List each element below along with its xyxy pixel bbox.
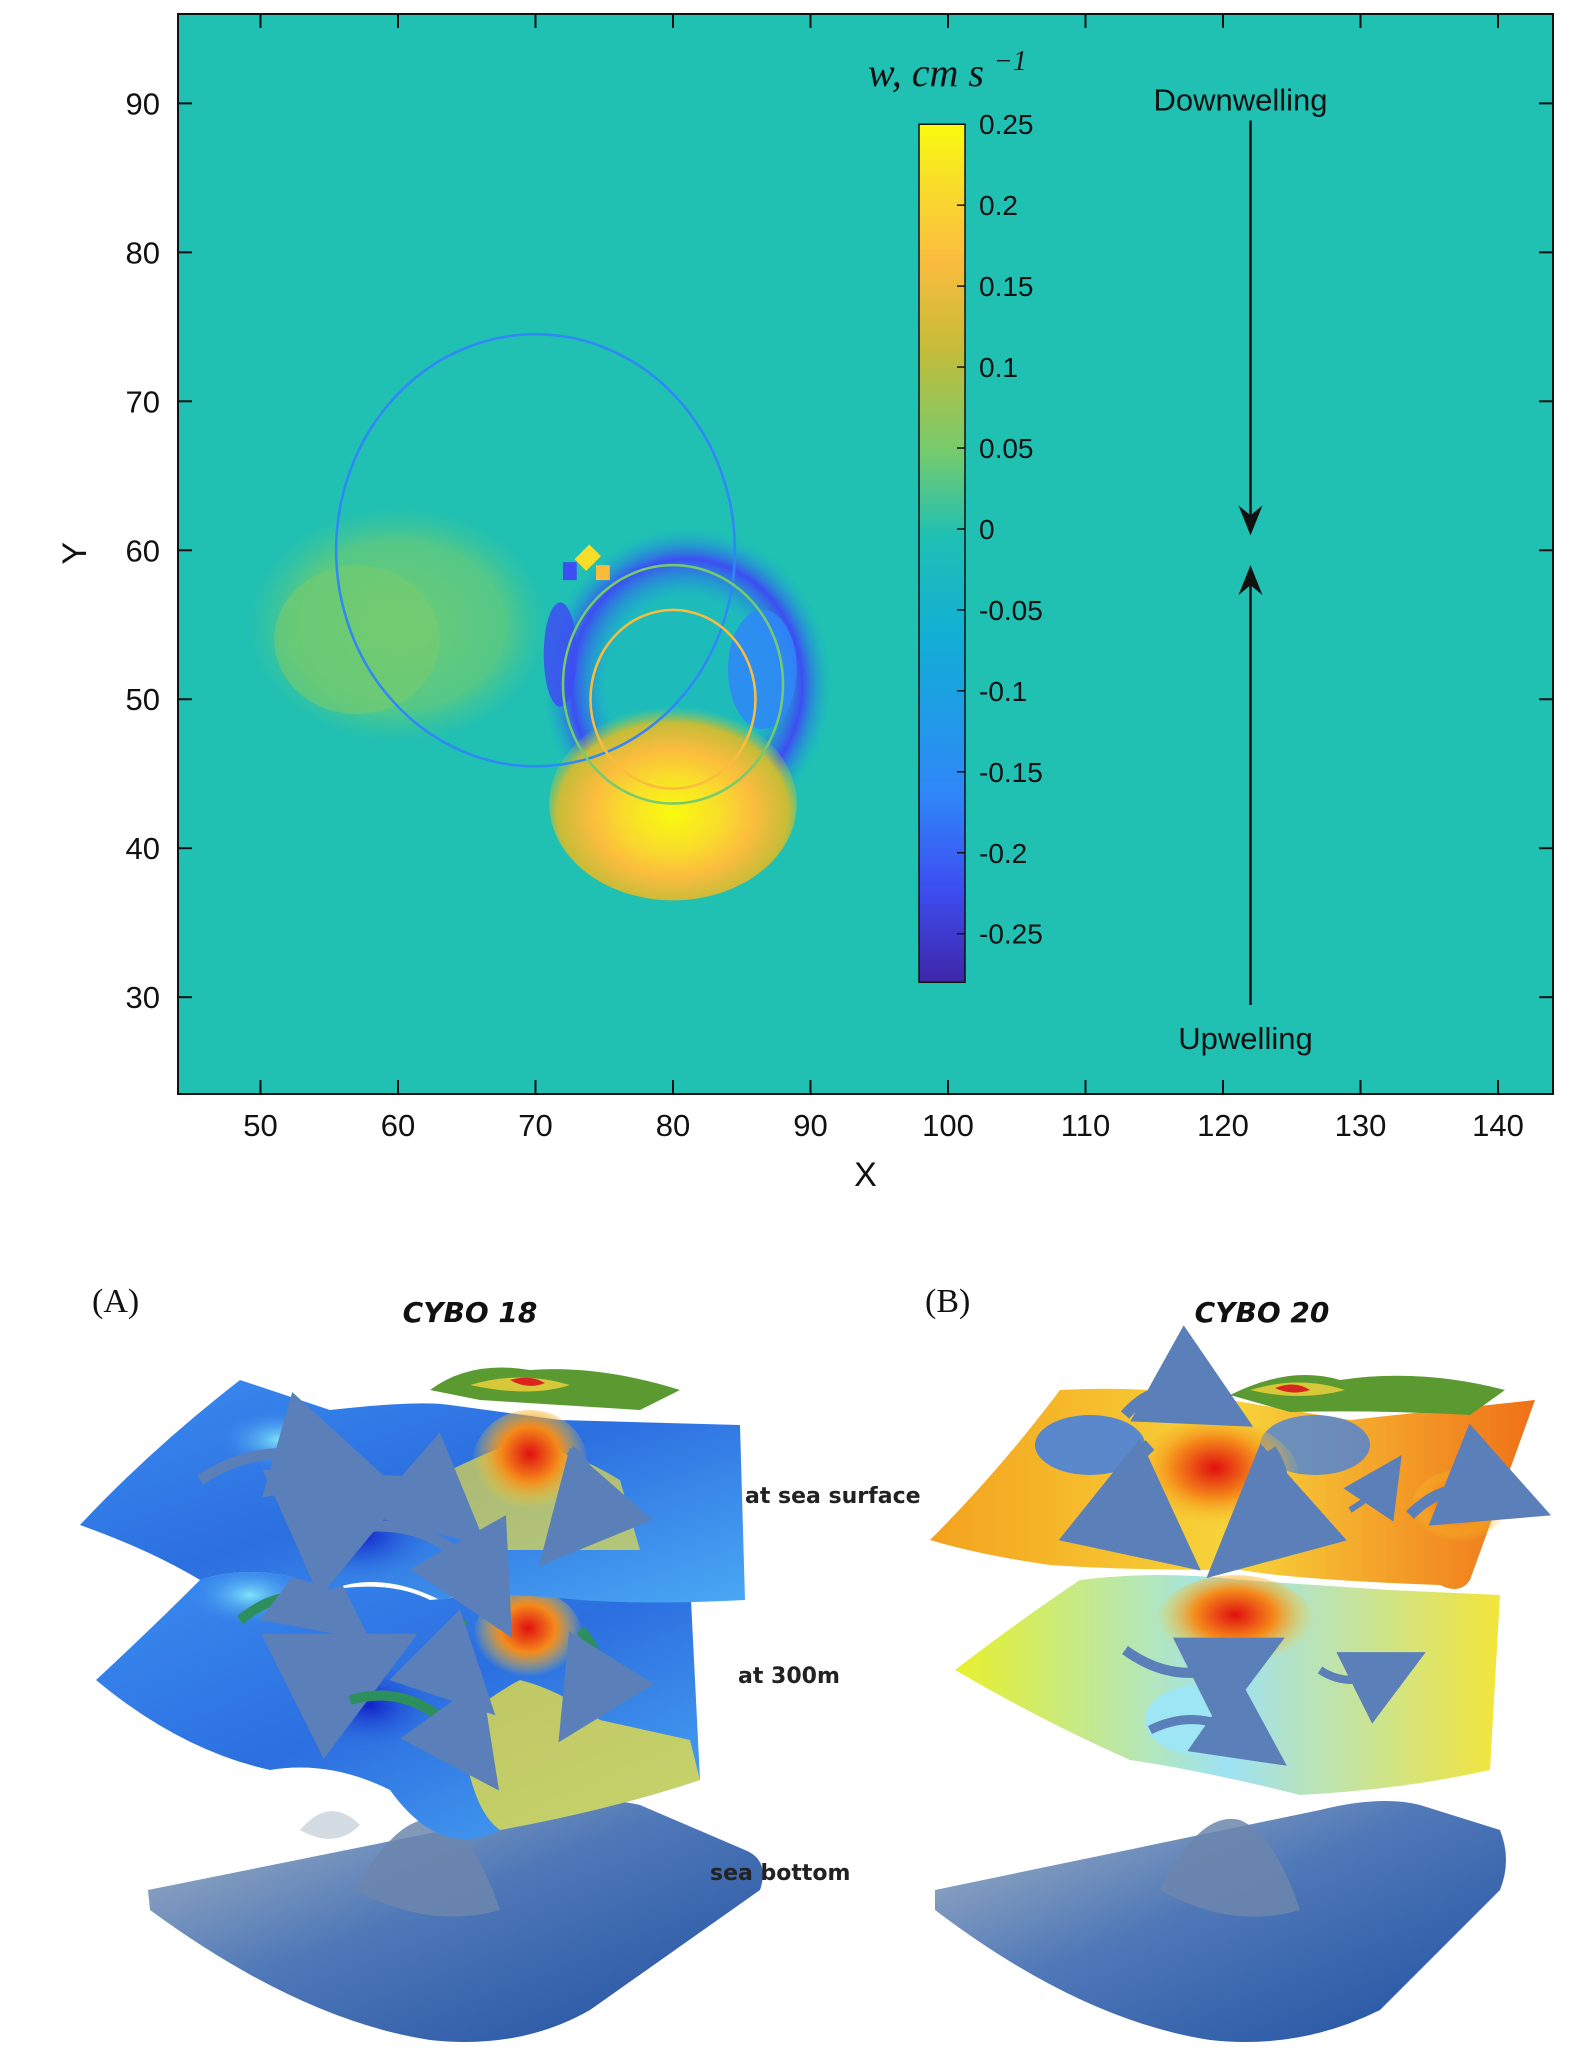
colorbar-tick-label: -0.25 (979, 919, 1043, 950)
plot-frame (177, 13, 1554, 1095)
x-tick-label: 110 (1061, 1108, 1110, 1143)
colorbar-title-text: w, cm s (868, 50, 984, 95)
axes: 50 60 70 80 90 100 110 120 130 140 30 40 50 60 70 80 90 (126, 13, 1554, 1143)
y-tick-label: 80 (126, 235, 160, 270)
panel-a-layer-300m: at 300m (96, 1540, 840, 1839)
heatmap-region-north-negative (329, 225, 771, 543)
heatmap-features (246, 225, 832, 901)
colorbar-tick-label: 0.15 (979, 271, 1034, 302)
colorbar-bar (918, 123, 966, 984)
contour-2 (561, 563, 785, 805)
colorbar-tick-label: -0.15 (979, 757, 1043, 788)
x-axis-label: X (854, 1156, 877, 1194)
contour-3 (589, 608, 757, 790)
x-tick-label: 60 (381, 1108, 415, 1143)
y-tick-label: 50 (126, 682, 160, 717)
velocity-heatmap-figure: 50 60 70 80 90 100 110 120 130 14030405060708090 … (56, 13, 1554, 1194)
x-tick-label: 80 (656, 1108, 690, 1143)
upwelling-label: Upwelling (1178, 1021, 1312, 1056)
colorbar-tick-label: -0.2 (979, 838, 1027, 869)
y-tick-label: 30 (126, 980, 160, 1015)
heatmap-region-dipole-mid (596, 565, 610, 581)
y-axis-label: Y (56, 542, 94, 565)
x-tick-label: 90 (793, 1108, 827, 1143)
y-tick-label: 90 (126, 86, 160, 121)
colorbar-title: w, cm s −1 (868, 46, 1027, 95)
x-tick-label: 50 (243, 1108, 277, 1143)
heatmap-region-west-negative-strip (543, 602, 577, 707)
panel-b-layer-surface (930, 1325, 1552, 1589)
layer-label-sea-bottom: sea bottom (710, 1861, 850, 1886)
x-tick-label: 130 (1335, 1108, 1387, 1143)
panel-b: (B) CYBO 20 (925, 1283, 1552, 2042)
panel-a-layer-surface: at sea surface (80, 1367, 921, 1638)
y-tick-label: 60 (126, 533, 160, 568)
colorbar: 0.25 0.2 0.15 0.1 0.05 0 -0.05 -0.1 -0.15 -0.2 -0.… (918, 109, 1043, 984)
contour-1 (334, 333, 737, 768)
colorbar-title-exponent: −1 (994, 46, 1027, 77)
panel-b-letter: (B) (925, 1283, 970, 1320)
panel-a-sea-bottom: sea bottom (148, 1801, 850, 2042)
x-tick-label: 100 (922, 1108, 974, 1143)
upwelling-arrow-head (1238, 565, 1263, 596)
panel-a: (A) CYBO 18 sea bottom at 300m (80, 1283, 921, 2042)
schematic-panels: (A) CYBO 18 sea bottom at 300m (80, 1283, 1552, 2042)
colorbar-tick-label: 0.05 (979, 433, 1034, 464)
layer-label-300m: at 300m (738, 1664, 840, 1689)
heatmap-region-dipole-positive (574, 544, 601, 571)
colorbar-tick-label: 0.2 (979, 190, 1018, 221)
x-tick-label: 140 (1472, 1108, 1524, 1143)
y-tick-label: 70 (126, 384, 160, 419)
colorbar-tick-label: -0.05 (979, 595, 1043, 626)
y-tick-label: 40 (126, 831, 160, 866)
downwelling-label: Downwelling (1153, 82, 1327, 117)
panel-a-title: CYBO 18 (403, 1296, 538, 1329)
panel-a-letter: (A) (92, 1283, 139, 1320)
downwelling-arrow-head (1238, 505, 1263, 536)
panel-b-sea-bottom (935, 1801, 1506, 2042)
panel-b-title: CYBO 20 (1195, 1296, 1330, 1329)
layer-label-sea-surface: at sea surface (745, 1484, 921, 1509)
colorbar-tick-label: -0.1 (979, 676, 1027, 707)
heatmap-region-east-negative (728, 609, 797, 730)
plot-area (178, 14, 1553, 1094)
colorbar-tick-label: 0.1 (979, 352, 1018, 383)
panel-b-layer-300m (955, 1575, 1500, 1795)
colorbar-tick-label: 0 (979, 514, 995, 545)
x-tick-label: 70 (518, 1108, 552, 1143)
annotations (1238, 120, 1263, 1005)
colorbar-tick-label: 0.25 (979, 109, 1034, 140)
x-tick-label: 120 (1197, 1108, 1249, 1143)
heatmap-region-west-core (274, 565, 440, 715)
heatmap-region-dipole-negative (563, 562, 577, 581)
